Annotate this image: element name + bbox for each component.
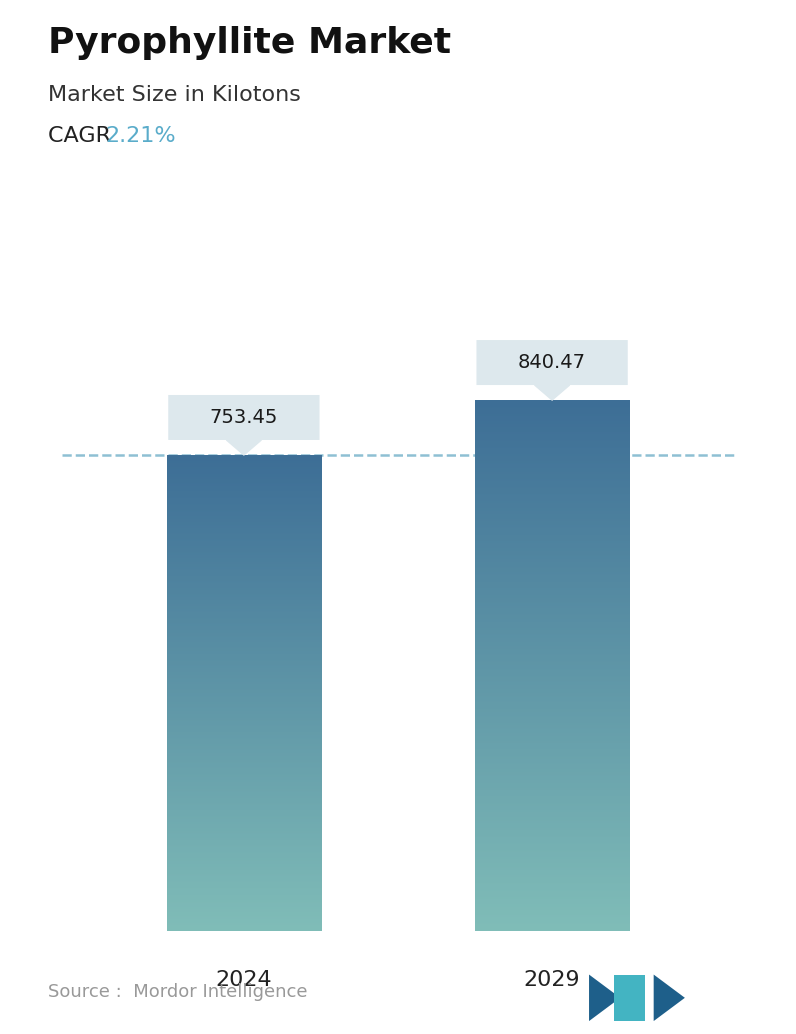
Polygon shape bbox=[614, 974, 645, 1022]
Text: 840.47: 840.47 bbox=[518, 353, 586, 372]
Polygon shape bbox=[589, 974, 620, 1022]
Text: 2029: 2029 bbox=[524, 970, 580, 990]
Polygon shape bbox=[226, 439, 261, 455]
Text: 2024: 2024 bbox=[216, 970, 272, 990]
Text: Pyrophyllite Market: Pyrophyllite Market bbox=[48, 26, 451, 60]
Text: Market Size in Kilotons: Market Size in Kilotons bbox=[48, 85, 301, 104]
Polygon shape bbox=[654, 974, 685, 1022]
FancyBboxPatch shape bbox=[168, 395, 319, 440]
Text: 753.45: 753.45 bbox=[209, 408, 278, 427]
Text: 2.21%: 2.21% bbox=[105, 126, 176, 146]
Text: Source :  Mordor Intelligence: Source : Mordor Intelligence bbox=[48, 983, 307, 1001]
FancyBboxPatch shape bbox=[477, 340, 628, 385]
Text: CAGR: CAGR bbox=[48, 126, 118, 146]
Polygon shape bbox=[535, 385, 570, 400]
